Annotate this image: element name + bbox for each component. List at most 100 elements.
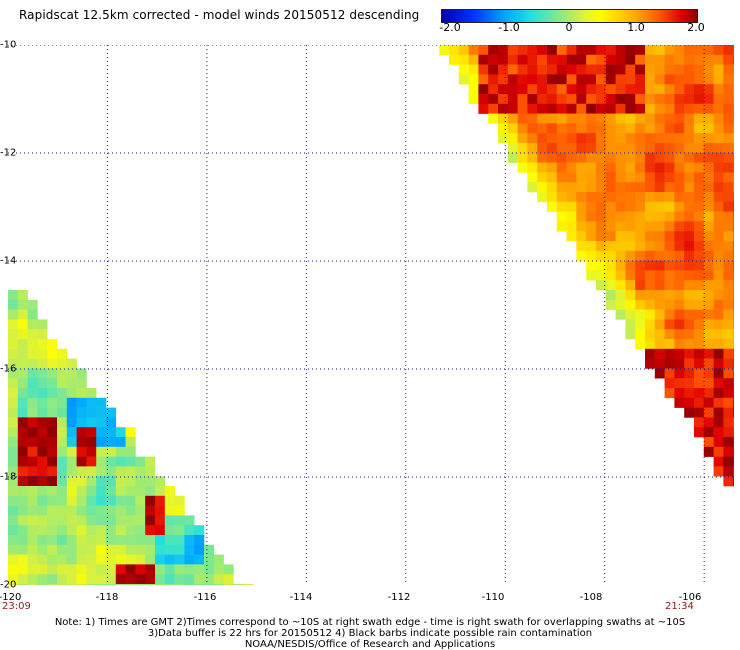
lon-label: -108 xyxy=(579,592,603,603)
wind-difference-cell xyxy=(37,476,48,487)
wind-difference-cell xyxy=(47,437,58,448)
wind-difference-cell xyxy=(664,358,675,369)
wind-difference-cell xyxy=(576,152,587,163)
wind-difference-cell xyxy=(645,201,656,212)
wind-difference-cell xyxy=(596,172,607,183)
wind-difference-cell xyxy=(488,54,499,65)
wind-difference-cell xyxy=(723,319,734,330)
wind-difference-cell xyxy=(37,339,48,350)
colorbar-tick: 1.0 xyxy=(627,21,645,34)
wind-difference-cell xyxy=(115,535,126,546)
wind-difference-cell xyxy=(556,54,567,65)
wind-difference-cell xyxy=(106,407,117,418)
wind-difference-cell xyxy=(164,515,175,526)
wind-difference-cell xyxy=(635,133,646,144)
wind-difference-cell xyxy=(76,525,87,536)
wind-difference-cell xyxy=(694,221,705,232)
wind-difference-cell xyxy=(125,466,136,477)
wind-difference-cell xyxy=(27,397,38,408)
wind-difference-cell xyxy=(164,486,175,497)
wind-difference-cell xyxy=(576,201,587,212)
wind-difference-cell xyxy=(605,143,616,154)
wind-difference-cell xyxy=(86,397,97,408)
wind-difference-cell xyxy=(625,201,636,212)
wind-difference-cell xyxy=(723,94,734,105)
wind-difference-cell xyxy=(106,446,117,457)
wind-difference-cell xyxy=(27,505,38,516)
wind-difference-cell xyxy=(635,84,646,95)
wind-difference-cell xyxy=(684,182,695,193)
wind-difference-cell xyxy=(507,54,518,65)
wind-difference-cell xyxy=(145,564,156,575)
wind-difference-cell xyxy=(733,133,734,144)
wind-difference-cell xyxy=(204,584,215,585)
wind-difference-cell xyxy=(684,388,695,399)
wind-difference-cell xyxy=(635,241,646,252)
wind-difference-cell xyxy=(527,143,538,154)
wind-difference-cell xyxy=(27,407,38,418)
wind-difference-cell xyxy=(684,329,695,340)
wind-difference-cell xyxy=(596,231,607,242)
lon-label: -120 xyxy=(0,592,22,603)
wind-difference-cell xyxy=(645,290,656,301)
wind-difference-cell xyxy=(547,143,558,154)
wind-difference-cell xyxy=(498,84,509,95)
wind-difference-cell xyxy=(664,94,675,105)
wind-difference-cell xyxy=(76,515,87,526)
wind-difference-cell xyxy=(478,45,489,56)
wind-difference-cell xyxy=(713,348,724,359)
wind-difference-cell xyxy=(213,574,224,585)
wind-difference-cell xyxy=(664,241,675,252)
wind-difference-cell xyxy=(556,162,567,173)
wind-difference-cell xyxy=(645,113,656,124)
wind-difference-cell xyxy=(654,339,665,350)
wind-difference-cell xyxy=(684,250,695,261)
wind-difference-cell xyxy=(703,64,714,75)
wind-difference-cell xyxy=(145,525,156,536)
wind-difference-cell xyxy=(86,456,97,467)
wind-difference-cell xyxy=(57,525,68,536)
wind-difference-cell xyxy=(135,584,146,585)
wind-difference-cell xyxy=(66,368,77,379)
wind-difference-cell xyxy=(17,348,28,359)
wind-difference-cell xyxy=(86,574,97,585)
wind-difference-cell xyxy=(625,241,636,252)
wind-difference-cell xyxy=(723,339,734,350)
wind-difference-cell xyxy=(556,64,567,75)
wind-difference-cell xyxy=(66,574,77,585)
wind-difference-cell xyxy=(576,221,587,232)
wind-difference-cell xyxy=(664,162,675,173)
wind-difference-cell xyxy=(547,152,558,163)
wind-difference-cell xyxy=(47,535,58,546)
wind-difference-cell xyxy=(674,103,685,114)
wind-difference-cell xyxy=(645,280,656,291)
wind-difference-cell xyxy=(645,348,656,359)
wind-difference-cell xyxy=(635,54,646,65)
wind-difference-cell xyxy=(57,368,68,379)
wind-difference-cell xyxy=(723,388,734,399)
wind-difference-cell xyxy=(654,94,665,105)
wind-difference-cell xyxy=(47,456,58,467)
wind-difference-cell xyxy=(684,54,695,65)
wind-difference-cell xyxy=(645,162,656,173)
wind-difference-cell xyxy=(37,515,48,526)
wind-difference-cell xyxy=(625,74,636,85)
wind-difference-cell xyxy=(713,211,724,222)
wind-difference-cell xyxy=(47,564,58,575)
wind-difference-cell xyxy=(664,211,675,222)
wind-difference-cell xyxy=(645,54,656,65)
wind-difference-cell xyxy=(674,162,685,173)
wind-difference-cell xyxy=(694,152,705,163)
wind-difference-cell xyxy=(723,280,734,291)
wind-difference-cell xyxy=(645,250,656,261)
wind-difference-cell xyxy=(723,123,734,134)
wind-difference-cell xyxy=(184,544,195,555)
wind-difference-cell xyxy=(27,486,38,497)
wind-difference-cell xyxy=(713,397,724,408)
wind-difference-cell xyxy=(596,270,607,281)
wind-difference-cell xyxy=(733,113,734,124)
wind-difference-cell xyxy=(76,554,87,565)
wind-difference-cell xyxy=(635,113,646,124)
wind-difference-cell xyxy=(713,446,724,457)
wind-difference-cell xyxy=(713,182,724,193)
